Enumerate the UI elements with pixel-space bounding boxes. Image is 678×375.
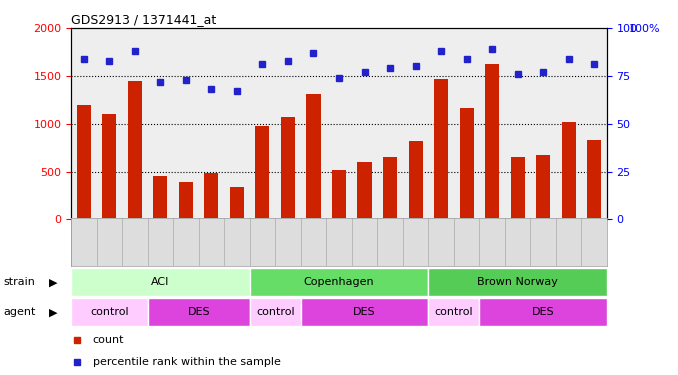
Bar: [179, 182, 193, 219]
Bar: [148, 298, 250, 326]
Bar: [357, 162, 372, 219]
Text: percentile rank within the sample: percentile rank within the sample: [93, 357, 281, 367]
Bar: [383, 157, 397, 219]
Text: control: control: [435, 307, 473, 317]
Bar: [479, 298, 607, 326]
Text: ▶: ▶: [49, 277, 58, 287]
Bar: [205, 172, 218, 219]
Bar: [250, 298, 301, 326]
Y-axis label: 100%: 100%: [629, 24, 660, 34]
Bar: [485, 63, 499, 219]
Bar: [332, 170, 346, 219]
Text: GDS2913 / 1371441_at: GDS2913 / 1371441_at: [71, 13, 216, 26]
Bar: [256, 126, 269, 219]
Bar: [306, 94, 321, 219]
Bar: [128, 81, 142, 219]
Bar: [301, 298, 428, 326]
Bar: [102, 114, 117, 219]
Text: control: control: [256, 307, 294, 317]
Bar: [71, 298, 148, 326]
Bar: [434, 79, 448, 219]
Text: control: control: [90, 307, 129, 317]
Text: Brown Norway: Brown Norway: [477, 277, 558, 287]
Bar: [281, 117, 295, 219]
Text: agent: agent: [3, 307, 36, 317]
Bar: [409, 141, 422, 219]
Text: ACI: ACI: [151, 277, 170, 287]
Text: DES: DES: [532, 307, 555, 317]
Bar: [153, 176, 167, 219]
Bar: [71, 268, 250, 296]
Bar: [428, 268, 607, 296]
Bar: [511, 157, 525, 219]
Bar: [77, 105, 91, 219]
Bar: [428, 298, 479, 326]
Bar: [460, 108, 473, 219]
Bar: [536, 155, 550, 219]
Bar: [250, 268, 428, 296]
Bar: [230, 187, 244, 219]
Text: Copenhagen: Copenhagen: [304, 277, 374, 287]
Text: ▶: ▶: [49, 307, 58, 317]
Text: strain: strain: [3, 277, 35, 287]
Text: DES: DES: [187, 307, 210, 317]
Bar: [561, 122, 576, 219]
Bar: [587, 140, 601, 219]
Text: DES: DES: [353, 307, 376, 317]
Text: count: count: [93, 335, 124, 345]
